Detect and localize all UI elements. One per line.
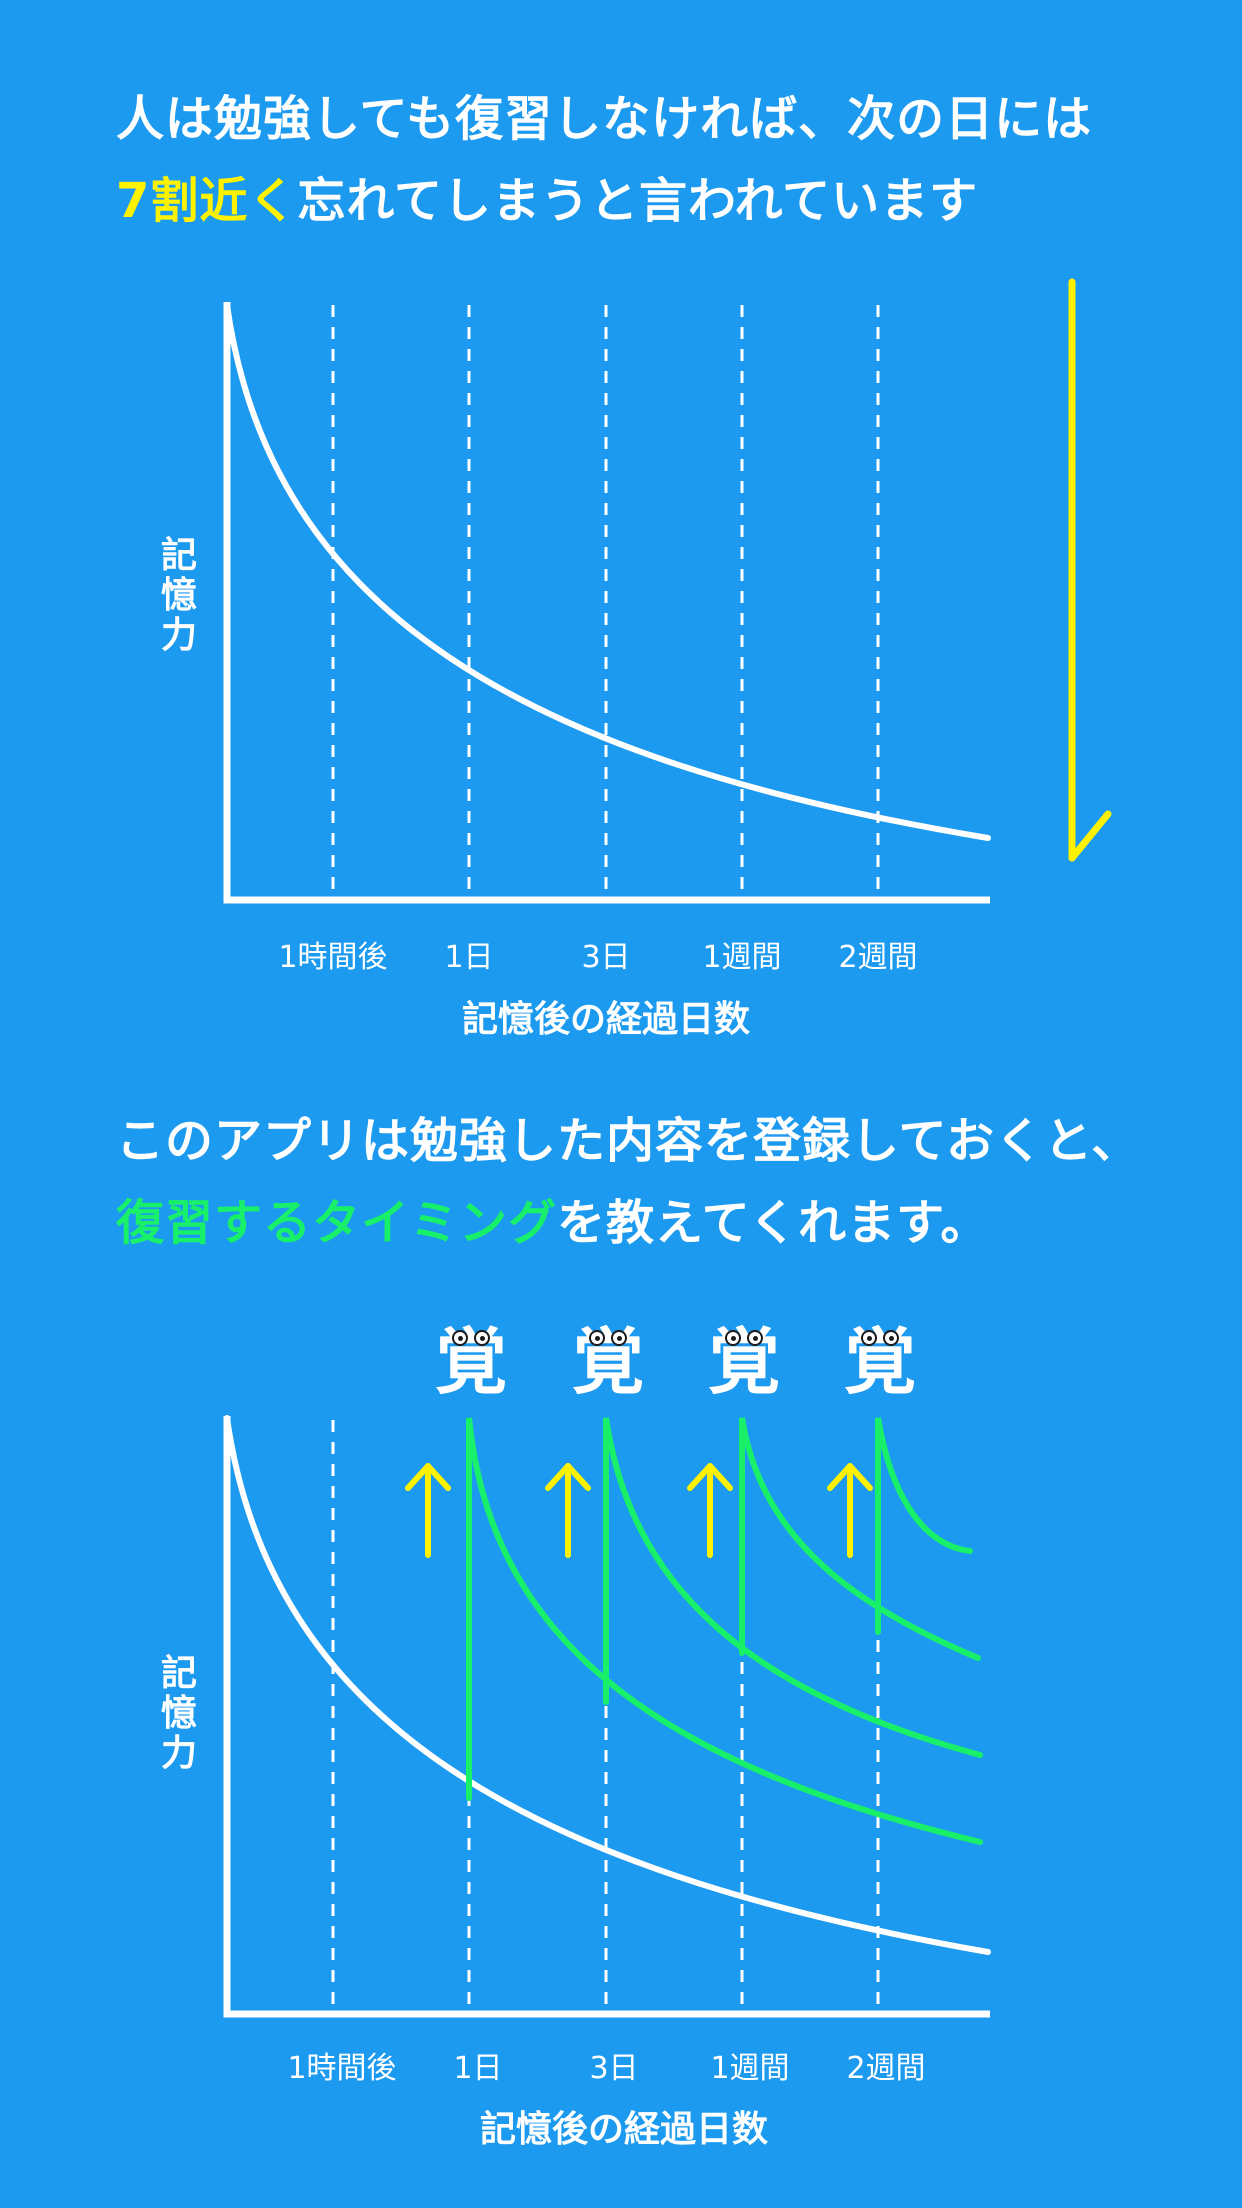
headline-line-1: このアプリは勉強した内容を登録しておくと、: [116, 1113, 1141, 1169]
tick-label-1-hour: 1時間後: [278, 940, 388, 975]
review-marker-1: 覚: [434, 1319, 508, 1404]
review-curve-3: [739, 1417, 981, 1661]
headline-rest: 忘れてしまうと言われています: [297, 173, 979, 229]
arrow-down-icon: [1068, 278, 1112, 862]
headline-forgetting: 人は勉強しても復習しなければ、次の日には 7割近く忘れてしまうと言われています: [116, 78, 1092, 242]
memory-curve: [224, 302, 991, 841]
grid-lines: [331, 305, 880, 900]
y-axis-label: 記 憶 力: [160, 1653, 197, 1774]
headline-highlight: 復習するタイミング: [116, 1195, 558, 1251]
tick-label-1-hour: 1時間後: [287, 2051, 397, 2086]
eyes-icon: [860, 1330, 899, 1346]
headline-line-2: 復習するタイミングを教えてくれます。: [116, 1182, 1140, 1264]
tick-label-3-days: 3日: [581, 940, 631, 975]
review-marker-4: 覚: [843, 1319, 917, 1404]
review-curve-2: [603, 1417, 983, 1758]
eyes-icon: [588, 1330, 627, 1346]
headline-app-feature: このアプリは勉強した内容を登録しておくと、 復習するタイミングを教えてくれます。: [116, 1100, 1140, 1264]
y-axis-label: 記 憶 力: [160, 535, 197, 656]
tick-label-2-weeks: 2週間: [846, 2051, 926, 2086]
forgetting-curve-chart: [223, 278, 1112, 904]
eyes-icon: [451, 1330, 490, 1346]
review-curve-1: [466, 1417, 983, 1845]
review-curves: [466, 1417, 983, 1845]
review-curve-4: [875, 1417, 973, 1635]
eyes-icon: [724, 1330, 763, 1346]
review-marker-2: 覚: [571, 1319, 645, 1404]
tick-label-2-weeks: 2週間: [838, 940, 918, 975]
tick-label-3-days: 3日: [589, 2051, 639, 2086]
tick-label-1-week: 1週間: [702, 940, 782, 975]
review-curve-chart: [223, 1415, 991, 2018]
arrow-up-icon: [405, 1463, 873, 1558]
x-axis-title: 記憶後の経過日数: [461, 999, 751, 1040]
tick-label-1-week: 1週間: [710, 2051, 790, 2086]
review-marker-3: 覚: [707, 1319, 781, 1404]
chart-axes: [223, 302, 990, 904]
x-axis-title: 記憶後の経過日数: [479, 2109, 769, 2150]
chart-axes: [223, 1416, 990, 2018]
headline-line-2: 7割近く忘れてしまうと言われています: [116, 160, 1092, 242]
headline-highlight: 7割近く: [116, 173, 298, 229]
headline-line-1: 人は勉強しても復習しなければ、次の日には: [116, 91, 1093, 147]
headline-rest: を教えてくれます。: [557, 1195, 990, 1251]
memory-curve: [224, 1415, 991, 1955]
tick-label-1-day: 1日: [444, 940, 494, 975]
tick-label-1-day: 1日: [453, 2051, 503, 2086]
